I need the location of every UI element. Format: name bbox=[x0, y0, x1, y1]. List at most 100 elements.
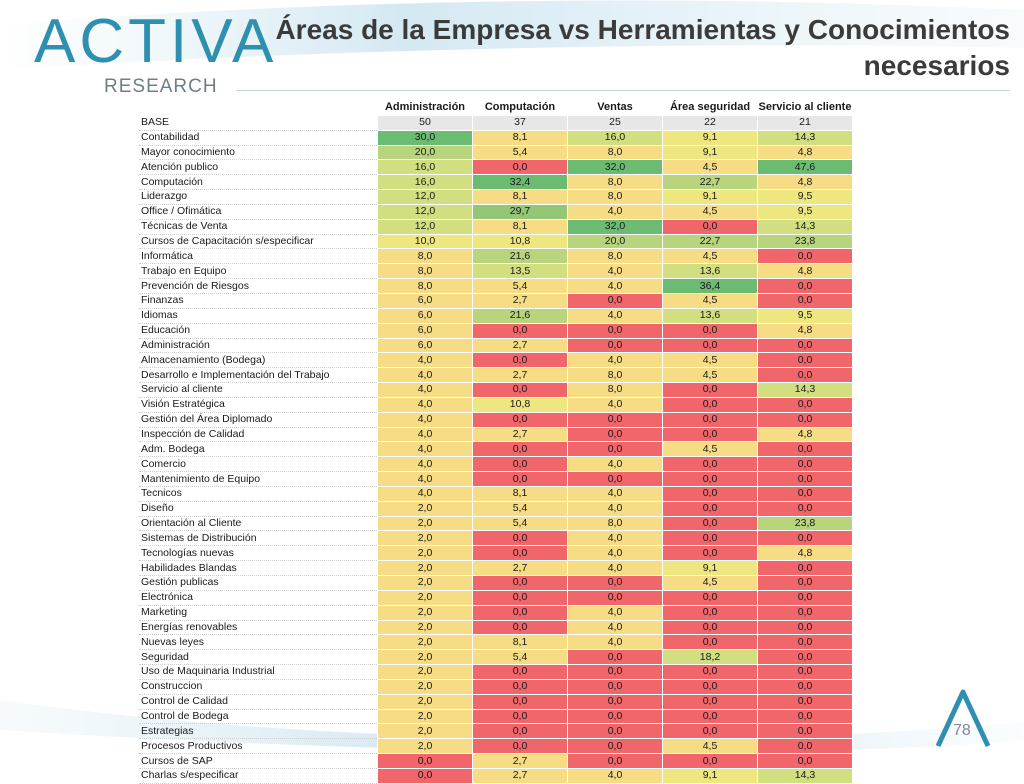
value-cell: 4,0 bbox=[377, 485, 473, 502]
value-cell: 8,0 bbox=[567, 174, 663, 191]
value-cell: 47,6 bbox=[757, 159, 853, 176]
value-cell: 4,0 bbox=[567, 767, 663, 784]
value-cell: 0,0 bbox=[472, 604, 568, 621]
value-cell: 0,0 bbox=[662, 530, 758, 547]
value-cell: 0,0 bbox=[757, 352, 853, 369]
table-row: Marketing 2,0 0,0 4,0 0,0 0,0 bbox=[139, 604, 853, 621]
value-cell: 20,0 bbox=[567, 233, 663, 250]
value-cell: 0,0 bbox=[567, 575, 663, 591]
value-cell: 8,1 bbox=[472, 485, 568, 502]
value-cell: 2,7 bbox=[472, 337, 568, 354]
table-row: Mantenimiento de Equipo 4,0 0,0 0,0 0,0 0,0 bbox=[139, 471, 853, 487]
value-cell: 13,6 bbox=[662, 307, 758, 324]
value-cell: 0,0 bbox=[662, 634, 758, 651]
value-cell: 9,1 bbox=[662, 767, 758, 784]
value-cell: 4,5 bbox=[662, 203, 758, 220]
value-cell: 0,0 bbox=[567, 322, 663, 339]
value-cell: 14,3 bbox=[757, 218, 853, 235]
value-cell: 0,0 bbox=[757, 693, 853, 710]
value-cell: 6,0 bbox=[377, 292, 473, 309]
value-cell: 0,0 bbox=[662, 619, 758, 636]
table-row: Adm. Bodega 4,0 0,0 0,0 4,5 0,0 bbox=[139, 441, 853, 458]
value-cell: 0,0 bbox=[757, 723, 853, 740]
value-cell: 0,0 bbox=[662, 708, 758, 725]
value-cell: 0,0 bbox=[567, 664, 663, 680]
value-cell: 8,0 bbox=[567, 248, 663, 265]
value-cell: 30,0 bbox=[377, 129, 473, 146]
value-cell: 0,0 bbox=[757, 248, 853, 265]
value-cell: 0,0 bbox=[757, 396, 853, 413]
page-number: 78 bbox=[953, 722, 971, 739]
value-cell: 14,3 bbox=[757, 382, 853, 398]
value-cell: 4,0 bbox=[567, 619, 663, 636]
value-cell: 4,0 bbox=[567, 278, 663, 294]
value-cell: 0,0 bbox=[472, 738, 568, 755]
row-label: BASE bbox=[139, 115, 378, 131]
row-label: Nuevas leyes bbox=[139, 634, 378, 651]
row-label: Energías renovables bbox=[139, 620, 378, 636]
value-cell: 2,0 bbox=[377, 723, 473, 740]
value-cell: 8,0 bbox=[567, 144, 663, 161]
value-cell: 4,8 bbox=[757, 263, 853, 280]
value-cell: 5,4 bbox=[472, 649, 568, 666]
header-corner bbox=[139, 101, 378, 115]
row-label: Construccion bbox=[139, 679, 378, 695]
value-cell: 0,0 bbox=[662, 411, 758, 428]
value-cell: 2,0 bbox=[377, 560, 473, 576]
base-cell: 22 bbox=[662, 114, 758, 131]
value-cell: 23,8 bbox=[757, 515, 853, 532]
row-label: Visión Estratégica bbox=[139, 397, 378, 413]
value-cell: 4,0 bbox=[567, 203, 663, 220]
base-cell: 25 bbox=[567, 114, 663, 131]
value-cell: 0,0 bbox=[662, 678, 758, 695]
value-cell: 0,0 bbox=[662, 753, 758, 769]
value-cell: 0,0 bbox=[757, 411, 853, 428]
value-cell: 4,0 bbox=[567, 530, 663, 547]
value-cell: 0,0 bbox=[757, 678, 853, 695]
value-cell: 8,1 bbox=[472, 129, 568, 146]
value-cell: 0,0 bbox=[472, 322, 568, 339]
table-row: Mayor conocimiento 20,0 5,4 8,0 9,1 4,8 bbox=[139, 144, 853, 161]
value-cell: 12,0 bbox=[377, 203, 473, 220]
value-cell: 10,0 bbox=[377, 233, 473, 250]
value-cell: 5,4 bbox=[472, 278, 568, 294]
value-cell: 0,0 bbox=[567, 411, 663, 428]
value-cell: 2,0 bbox=[377, 619, 473, 636]
value-cell: 8,1 bbox=[472, 189, 568, 205]
row-label: Electrónica bbox=[139, 590, 378, 606]
value-cell: 0,0 bbox=[567, 738, 663, 755]
value-cell: 4,5 bbox=[662, 352, 758, 369]
value-cell: 0,0 bbox=[757, 337, 853, 354]
column-header: Administración bbox=[384, 101, 466, 114]
value-cell: 0,0 bbox=[662, 382, 758, 398]
header-row: Administración Computación Ventas Área s… bbox=[139, 101, 853, 115]
row-label: Desarrollo e Implementación del Trabajo bbox=[139, 367, 378, 384]
value-cell: 0,0 bbox=[472, 664, 568, 680]
value-cell: 9,1 bbox=[662, 144, 758, 161]
value-cell: 0,0 bbox=[472, 678, 568, 695]
row-label: Marketing bbox=[139, 605, 378, 621]
row-label: Control de Calidad bbox=[139, 694, 378, 710]
column-header: Ventas bbox=[597, 101, 633, 114]
table-row: Cursos de SAP 0,0 2,7 0,0 0,0 0,0 bbox=[139, 753, 853, 769]
value-cell: 0,0 bbox=[662, 426, 758, 443]
value-cell: 0,0 bbox=[757, 500, 853, 517]
row-label: Charlas s/especificar bbox=[139, 768, 378, 784]
row-label: Estrategias bbox=[139, 723, 378, 740]
value-cell: 9,5 bbox=[757, 203, 853, 220]
value-cell: 4,0 bbox=[377, 367, 473, 384]
value-cell: 4,0 bbox=[567, 500, 663, 517]
value-cell: 0,0 bbox=[757, 560, 853, 576]
value-cell: 36,4 bbox=[662, 278, 758, 294]
base-cell: 21 bbox=[757, 114, 853, 131]
table-row: Seguridad 2,0 5,4 0,0 18,2 0,0 bbox=[139, 649, 853, 666]
value-cell: 0,0 bbox=[377, 753, 473, 769]
value-cell: 0,0 bbox=[662, 604, 758, 621]
value-cell: 21,6 bbox=[472, 248, 568, 265]
value-cell: 0,0 bbox=[757, 575, 853, 591]
row-label: Sistemas de Distribución bbox=[139, 530, 378, 547]
value-cell: 2,7 bbox=[472, 426, 568, 443]
row-label: Gestión publicas bbox=[139, 575, 378, 591]
table-row: Charlas s/especificar 0,0 2,7 4,0 9,1 14,3 bbox=[139, 767, 853, 784]
value-cell: 2,0 bbox=[377, 634, 473, 651]
